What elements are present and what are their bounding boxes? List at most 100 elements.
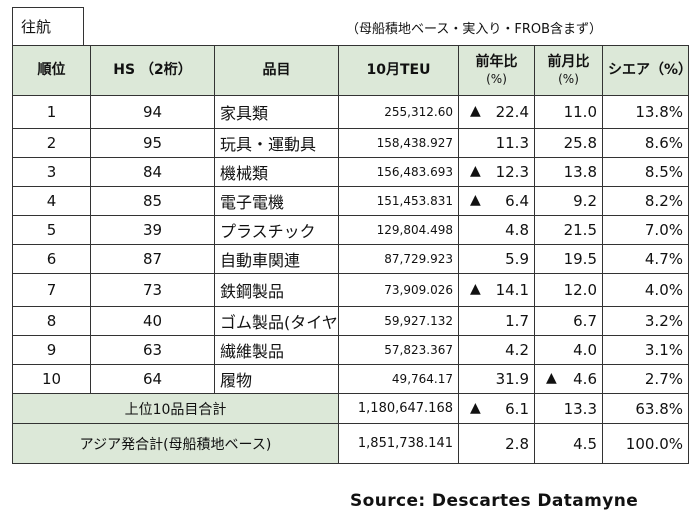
mom-value: 4.6	[573, 370, 597, 388]
table-row: 6 87 自動車関連 87,729.923 5.9 19.5 4.7%	[12, 244, 689, 274]
hs-cell: 94	[90, 95, 215, 129]
header-mom-label: 前月比	[547, 53, 590, 70]
mom-value: 4.0	[573, 341, 597, 359]
mom-value: 19.5	[563, 250, 597, 268]
total-row: 上位10品目合計 1,180,647.168 ▲ 6.1 13.3 63.8%	[12, 393, 689, 424]
header-rank: 順位	[12, 45, 91, 96]
rank-cell: 10	[12, 364, 91, 394]
hs-cell: 84	[90, 157, 215, 187]
header-yoy-unit: (%)	[486, 71, 507, 86]
mom-cell: 25.8	[534, 128, 603, 158]
teu-cell: 255,312.60	[338, 95, 459, 129]
mom-value: 12.0	[563, 281, 597, 299]
teu-cell: 49,764.17	[338, 364, 459, 394]
share-cell: 2.7%	[602, 364, 689, 394]
teu-cell: 151,453.831	[338, 186, 459, 216]
rank-cell: 5	[12, 215, 91, 245]
item-cell: 鉄鋼製品	[214, 273, 339, 307]
header-mom: 前月比 (%)	[534, 45, 603, 96]
yoy-cell: ▲ 22.4	[458, 95, 535, 129]
table-row: 9 63 繊維製品 57,823.367 4.2 4.0 3.1%	[12, 335, 689, 365]
header-teu: 10月TEU	[338, 45, 459, 96]
header-yoy: 前年比 (%)	[458, 45, 535, 96]
mom-value: 6.7	[573, 312, 597, 330]
total-mom-value: 13.3	[563, 399, 597, 418]
decrease-triangle-icon: ▲	[470, 163, 481, 179]
share-cell: 8.6%	[602, 128, 689, 158]
decrease-triangle-icon: ▲	[470, 103, 481, 119]
header-row: 順位 HS （2桁） 品目 10月TEU 前年比 (%) 前月比 (%) シエア…	[12, 45, 689, 96]
yoy-cell: 1.7	[458, 306, 535, 336]
total-yoy: ▲ 6.1	[458, 393, 535, 424]
rank-cell: 2	[12, 128, 91, 158]
yoy-cell: 5.9	[458, 244, 535, 274]
total-yoy-value: 6.1	[505, 399, 529, 418]
rank-cell: 7	[12, 273, 91, 307]
total-mom-value: 4.5	[573, 434, 597, 453]
share-cell: 8.5%	[602, 157, 689, 187]
rank-cell: 8	[12, 306, 91, 336]
commodity-ranking-table: 順位 HS （2桁） 品目 10月TEU 前年比 (%) 前月比 (%) シエア…	[12, 45, 689, 464]
total-mom: 13.3	[534, 393, 603, 424]
share-cell: 3.2%	[602, 306, 689, 336]
total-teu: 1,851,738.141	[338, 423, 459, 464]
item-cell: 家具類	[214, 95, 339, 129]
yoy-value: 14.1	[495, 281, 529, 299]
source-credit: Source: Descartes Datamyne	[350, 491, 639, 511]
rank-cell: 9	[12, 335, 91, 365]
yoy-value: 31.9	[495, 370, 529, 388]
yoy-cell: 31.9	[458, 364, 535, 394]
table-row: 8 40 ゴム製品(タイヤ) 59,927.132 1.7 6.7 3.2%	[12, 306, 689, 336]
mom-cell: 19.5	[534, 244, 603, 274]
table-row: 2 95 玩具・運動具 158,438.927 11.3 25.8 8.6%	[12, 128, 689, 158]
total-share: 63.8%	[602, 393, 689, 424]
decrease-triangle-icon: ▲	[470, 281, 481, 297]
yoy-cell: ▲ 6.4	[458, 186, 535, 216]
yoy-value: 12.3	[495, 163, 529, 181]
direction-tag: 往航	[12, 7, 84, 45]
mom-value: 11.0	[563, 103, 597, 121]
item-cell: 繊維製品	[214, 335, 339, 365]
mom-cell: ▲ 4.6	[534, 364, 603, 394]
total-yoy: 2.8	[458, 423, 535, 464]
mom-value: 25.8	[563, 134, 597, 152]
table-row: 5 39 プラスチック 129,804.498 4.8 21.5 7.0%	[12, 215, 689, 245]
hs-cell: 63	[90, 335, 215, 365]
share-cell: 7.0%	[602, 215, 689, 245]
hs-cell: 40	[90, 306, 215, 336]
table-row: 7 73 鉄鋼製品 73,909.026 ▲ 14.1 12.0 4.0%	[12, 273, 689, 307]
table-row: 3 84 機械類 156,483.693 ▲ 12.3 13.8 8.5%	[12, 157, 689, 187]
item-cell: プラスチック	[214, 215, 339, 245]
teu-cell: 57,823.367	[338, 335, 459, 365]
mom-value: 13.8	[563, 163, 597, 181]
mom-value: 9.2	[573, 192, 597, 210]
share-cell: 8.2%	[602, 186, 689, 216]
rank-cell: 3	[12, 157, 91, 187]
mom-cell: 4.0	[534, 335, 603, 365]
header-yoy-label: 前年比	[475, 53, 518, 70]
rank-cell: 1	[12, 95, 91, 129]
mom-cell: 13.8	[534, 157, 603, 187]
mom-cell: 11.0	[534, 95, 603, 129]
yoy-cell: ▲ 12.3	[458, 157, 535, 187]
yoy-value: 1.7	[505, 312, 529, 330]
yoy-cell: ▲ 14.1	[458, 273, 535, 307]
share-cell: 4.0%	[602, 273, 689, 307]
yoy-value: 6.4	[505, 192, 529, 210]
header-share: シエア（%）	[602, 45, 689, 96]
decrease-triangle-icon: ▲	[470, 399, 481, 416]
yoy-cell: 4.2	[458, 335, 535, 365]
total-row: アジア発合計(母船積地ベース) 1,851,738.141 2.8 4.5 100.0%	[12, 423, 689, 464]
teu-cell: 129,804.498	[338, 215, 459, 245]
item-cell: 自動車関連	[214, 244, 339, 274]
yoy-cell: 4.8	[458, 215, 535, 245]
hs-cell: 95	[90, 128, 215, 158]
table-row: 1 94 家具類 255,312.60 ▲ 22.4 11.0 13.8%	[12, 95, 689, 129]
yoy-value: 4.2	[505, 341, 529, 359]
rank-cell: 6	[12, 244, 91, 274]
teu-cell: 59,927.132	[338, 306, 459, 336]
share-cell: 3.1%	[602, 335, 689, 365]
yoy-value: 4.8	[505, 221, 529, 239]
mom-cell: 9.2	[534, 186, 603, 216]
item-cell: 電子電機	[214, 186, 339, 216]
